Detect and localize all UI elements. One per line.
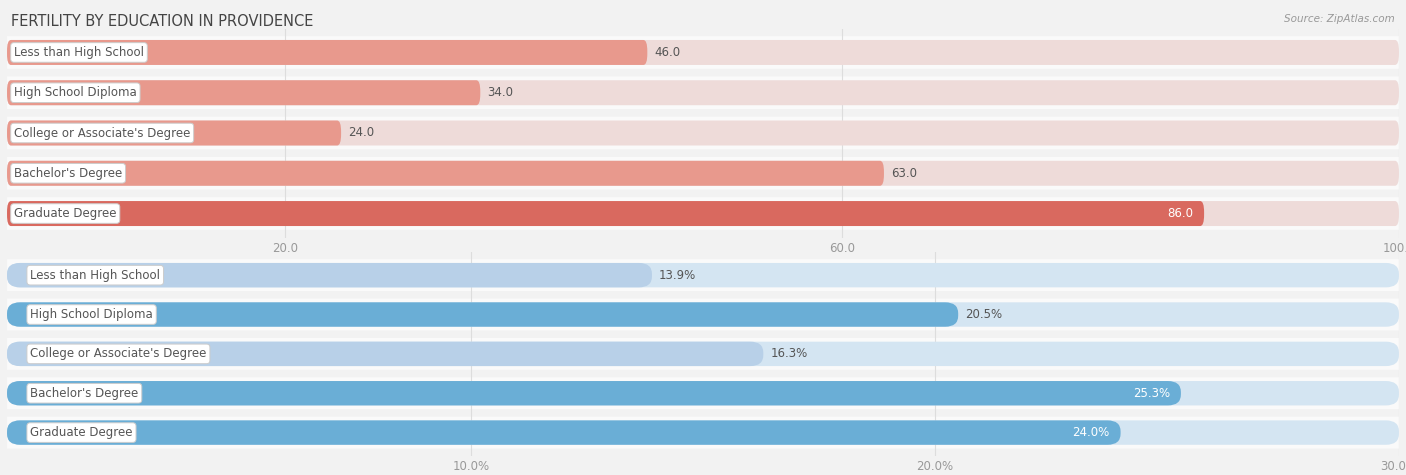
Text: Bachelor's Degree: Bachelor's Degree [31,387,138,400]
Text: Less than High School: Less than High School [31,269,160,282]
FancyBboxPatch shape [7,263,652,287]
FancyBboxPatch shape [7,201,1204,226]
Text: 63.0: 63.0 [891,167,917,180]
Text: Graduate Degree: Graduate Degree [14,207,117,220]
FancyBboxPatch shape [7,377,1399,409]
Text: High School Diploma: High School Diploma [14,86,136,99]
Text: College or Associate's Degree: College or Associate's Degree [14,126,190,140]
FancyBboxPatch shape [7,338,1399,370]
FancyBboxPatch shape [7,417,1399,448]
FancyBboxPatch shape [7,197,1399,230]
FancyBboxPatch shape [7,201,1399,226]
FancyBboxPatch shape [7,36,1399,69]
Text: 13.9%: 13.9% [659,269,696,282]
FancyBboxPatch shape [7,157,1399,190]
FancyBboxPatch shape [7,381,1181,406]
FancyBboxPatch shape [7,420,1399,445]
FancyBboxPatch shape [7,80,481,105]
Text: High School Diploma: High School Diploma [31,308,153,321]
FancyBboxPatch shape [7,40,1399,65]
FancyBboxPatch shape [7,302,959,327]
Text: College or Associate's Degree: College or Associate's Degree [31,347,207,361]
Text: 16.3%: 16.3% [770,347,807,361]
FancyBboxPatch shape [7,302,1399,327]
Text: Graduate Degree: Graduate Degree [31,426,132,439]
Text: FERTILITY BY EDUCATION IN PROVIDENCE: FERTILITY BY EDUCATION IN PROVIDENCE [11,14,314,29]
Text: 34.0: 34.0 [488,86,513,99]
Text: 20.5%: 20.5% [965,308,1002,321]
Text: 24.0: 24.0 [349,126,374,140]
FancyBboxPatch shape [7,299,1399,331]
FancyBboxPatch shape [7,80,1399,105]
FancyBboxPatch shape [7,117,1399,149]
FancyBboxPatch shape [7,342,1399,366]
FancyBboxPatch shape [7,121,1399,145]
FancyBboxPatch shape [7,40,647,65]
Text: 24.0%: 24.0% [1073,426,1109,439]
FancyBboxPatch shape [7,420,1121,445]
Text: 46.0: 46.0 [654,46,681,59]
Text: Less than High School: Less than High School [14,46,143,59]
FancyBboxPatch shape [7,161,884,186]
FancyBboxPatch shape [7,259,1399,291]
FancyBboxPatch shape [7,263,1399,287]
Text: 86.0: 86.0 [1167,207,1192,220]
FancyBboxPatch shape [7,381,1399,406]
Text: 25.3%: 25.3% [1133,387,1170,400]
FancyBboxPatch shape [7,161,1399,186]
FancyBboxPatch shape [7,76,1399,109]
Text: Bachelor's Degree: Bachelor's Degree [14,167,122,180]
FancyBboxPatch shape [7,342,763,366]
Text: Source: ZipAtlas.com: Source: ZipAtlas.com [1284,14,1395,24]
FancyBboxPatch shape [7,121,342,145]
